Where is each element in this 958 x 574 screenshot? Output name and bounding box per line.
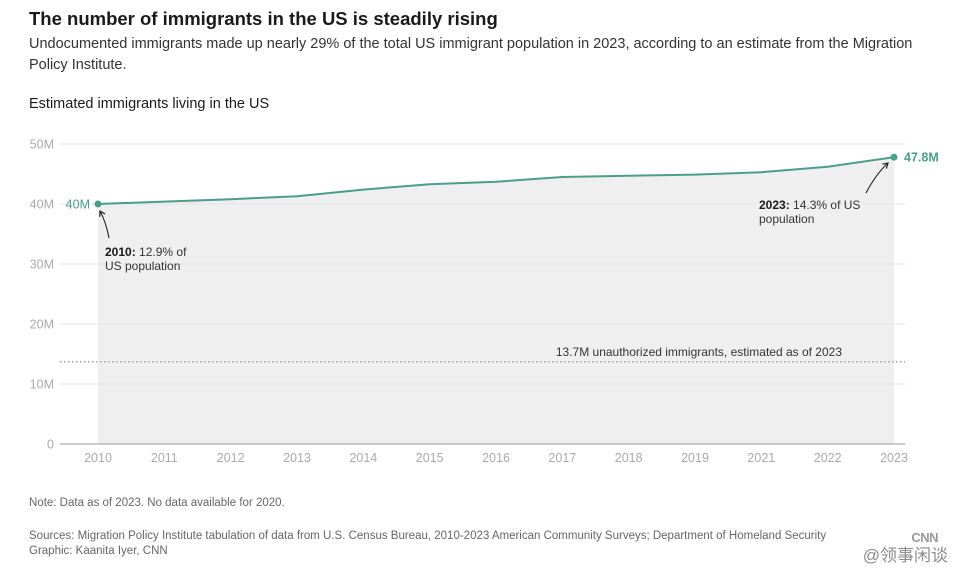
reference-line-label: 13.7M unauthorized immigrants, estimated… bbox=[556, 345, 842, 359]
x-tick-label: 2021 bbox=[747, 451, 775, 465]
annotation-2023-year: 2023: bbox=[759, 198, 790, 212]
annotation-arrow-2023 bbox=[865, 162, 889, 194]
annotation-2010-text: 12.9% of bbox=[136, 245, 187, 259]
x-tick-label: 2010 bbox=[84, 451, 112, 465]
end-value-label: 47.8M bbox=[904, 151, 939, 165]
y-tick-label: 20M bbox=[30, 318, 54, 332]
y-tick-label: 50M bbox=[30, 138, 54, 152]
annotation-2010-line2: US population bbox=[105, 259, 180, 273]
x-tick-label: 2015 bbox=[416, 451, 444, 465]
annotation-2010: 2010: 12.9% of bbox=[105, 245, 187, 259]
y-tick-label: 10M bbox=[30, 378, 54, 392]
end-point bbox=[890, 153, 898, 161]
watermark: @领事闲谈 bbox=[862, 546, 948, 565]
area-fill bbox=[98, 157, 894, 444]
x-tick-label: 2014 bbox=[349, 451, 377, 465]
chart-note: Note: Data as of 2023. No data available… bbox=[29, 497, 285, 509]
y-tick-label: 40M bbox=[30, 198, 54, 212]
annotation-2023-line2: population bbox=[759, 212, 814, 226]
series-line bbox=[97, 156, 895, 205]
chart-credit: Graphic: Kaanita Iyer, CNN bbox=[29, 545, 168, 557]
x-tick-label: 2013 bbox=[283, 451, 311, 465]
x-tick-label: 2022 bbox=[814, 451, 842, 465]
chart-subtitle: Undocumented immigrants made up nearly 2… bbox=[29, 36, 913, 73]
annotation-2010-year: 2010: bbox=[105, 245, 136, 259]
annotation-2023: 2023: 14.3% of US bbox=[759, 198, 860, 212]
y-tick-label: 30M bbox=[30, 258, 54, 272]
x-tick-label: 2018 bbox=[615, 451, 643, 465]
x-tick-label: 2019 bbox=[681, 451, 709, 465]
chart-heading: Estimated immigrants living in the US bbox=[29, 96, 270, 112]
annotation-arrow-2010 bbox=[99, 209, 110, 239]
x-tick-label: 2012 bbox=[217, 451, 245, 465]
x-tick-label: 2023 bbox=[880, 451, 908, 465]
cnn-logo: CNN bbox=[911, 530, 938, 545]
x-tick-label: 2016 bbox=[482, 451, 510, 465]
y-tick-label: 0 bbox=[47, 438, 54, 452]
x-tick-label: 2017 bbox=[548, 451, 576, 465]
chart-sources: Sources: Migration Policy Institute tabu… bbox=[29, 530, 827, 542]
start-point bbox=[94, 200, 102, 208]
x-tick-label: 2011 bbox=[151, 451, 178, 465]
chart-title: The number of immigrants in the US is st… bbox=[29, 8, 498, 29]
start-value-label: 40M bbox=[66, 198, 90, 212]
annotation-2023-text: 14.3% of US bbox=[790, 198, 861, 212]
